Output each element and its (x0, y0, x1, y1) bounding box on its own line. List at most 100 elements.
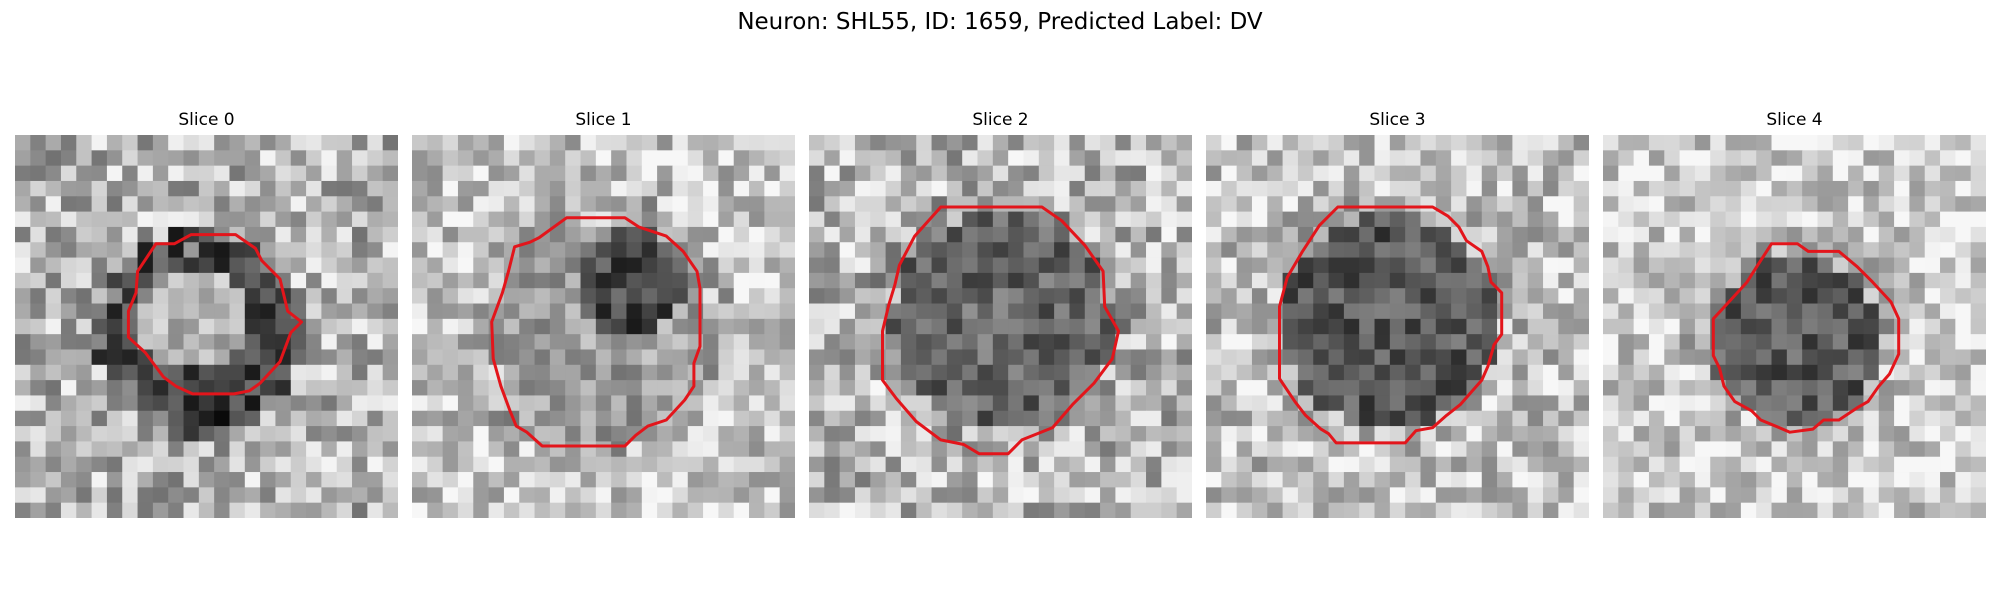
pixel (1603, 487, 1619, 504)
pixel (1924, 364, 1941, 381)
pixel (854, 395, 871, 412)
pixel (839, 288, 856, 304)
pixel (687, 242, 704, 258)
pixel (946, 165, 963, 182)
pixel (733, 487, 750, 504)
pixel (1940, 180, 1956, 197)
pixel (1084, 502, 1101, 518)
pixel (1909, 135, 1926, 151)
pixel (1543, 456, 1559, 473)
pixel (60, 211, 77, 228)
pixel (1664, 380, 1680, 396)
pixel (91, 441, 108, 458)
pixel (91, 502, 108, 518)
pixel (45, 456, 62, 473)
pixel (1512, 196, 1529, 212)
pixel (657, 364, 673, 381)
pixel (1817, 226, 1834, 243)
pixel (1497, 211, 1513, 228)
slice-image (809, 135, 1192, 518)
pixel (244, 426, 261, 442)
pixel (534, 487, 551, 504)
pixel (809, 364, 825, 381)
pixel (611, 272, 627, 289)
pixel (1451, 380, 1467, 396)
pixel (1328, 364, 1345, 381)
pixel (1527, 272, 1544, 289)
pixel (168, 334, 184, 350)
pixel (1543, 272, 1559, 289)
pixel (306, 334, 322, 350)
pixel (1543, 364, 1559, 381)
pixel (1558, 334, 1575, 350)
pixel (244, 318, 261, 335)
pixel (764, 196, 781, 212)
pixel (1771, 395, 1788, 412)
pixel (1343, 456, 1360, 473)
pixel (183, 472, 200, 488)
pixel (106, 472, 123, 488)
pixel (1206, 150, 1222, 167)
pixel (1878, 165, 1895, 182)
pixel (15, 349, 31, 366)
pixel (549, 472, 566, 488)
pixel (1267, 135, 1283, 151)
pixel (30, 487, 47, 504)
pixel (473, 257, 489, 274)
pixel (1267, 150, 1283, 167)
pixel (260, 349, 276, 366)
pixel (809, 288, 825, 304)
pixel (76, 303, 92, 320)
pixel (534, 410, 551, 427)
pixel (870, 441, 886, 458)
pixel (1786, 165, 1803, 182)
pixel (977, 349, 994, 366)
pixel (1176, 410, 1192, 427)
pixel (168, 426, 184, 442)
pixel (992, 211, 1009, 228)
pixel (457, 426, 474, 442)
pixel (1466, 257, 1483, 274)
pixel (442, 364, 459, 381)
pixel (1573, 288, 1589, 304)
pixel (1115, 272, 1132, 289)
pixel (718, 410, 735, 427)
pixel (1863, 318, 1880, 335)
pixel (824, 426, 841, 442)
pixel (900, 456, 917, 473)
pixel (718, 150, 735, 167)
pixel (473, 380, 489, 396)
pixel (1924, 150, 1941, 167)
pixel (764, 502, 781, 518)
pixel (1817, 441, 1834, 458)
pixel (1924, 410, 1941, 427)
pixel (931, 165, 948, 182)
pixel (1236, 150, 1253, 167)
pixel (1130, 487, 1147, 504)
pixel (442, 441, 459, 458)
pixel (1894, 364, 1910, 381)
pixel (534, 196, 551, 212)
pixel (1512, 395, 1529, 412)
pixel (91, 257, 108, 274)
pixel (1558, 349, 1575, 366)
pixel (749, 456, 765, 473)
pixel (1771, 349, 1788, 366)
pixel (1084, 226, 1101, 243)
pixel (488, 226, 505, 243)
pixel (367, 380, 384, 396)
pixel (244, 196, 261, 212)
pixel (641, 456, 658, 473)
pixel (91, 242, 108, 258)
pixel (1909, 410, 1926, 427)
pixel (764, 135, 781, 151)
pixel (824, 303, 841, 320)
pixel (1817, 380, 1834, 396)
pixel (1374, 226, 1391, 243)
pixel (1679, 441, 1696, 458)
pixel (1664, 456, 1680, 473)
pixel (1054, 242, 1070, 258)
pixel (1420, 135, 1437, 151)
pixel (962, 303, 978, 320)
pixel (1848, 426, 1864, 442)
